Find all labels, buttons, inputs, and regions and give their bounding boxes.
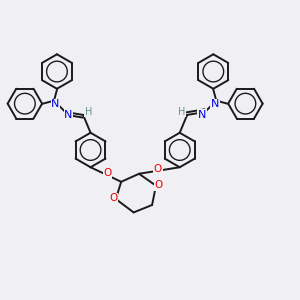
Text: N: N (198, 110, 206, 120)
Text: O: O (103, 168, 112, 178)
Text: N: N (64, 110, 73, 120)
Text: O: O (154, 164, 162, 174)
Text: N: N (211, 99, 219, 109)
Text: N: N (51, 99, 60, 109)
Text: H: H (85, 107, 92, 117)
Text: O: O (109, 194, 118, 203)
Text: H: H (178, 107, 185, 117)
Text: O: O (154, 180, 162, 190)
